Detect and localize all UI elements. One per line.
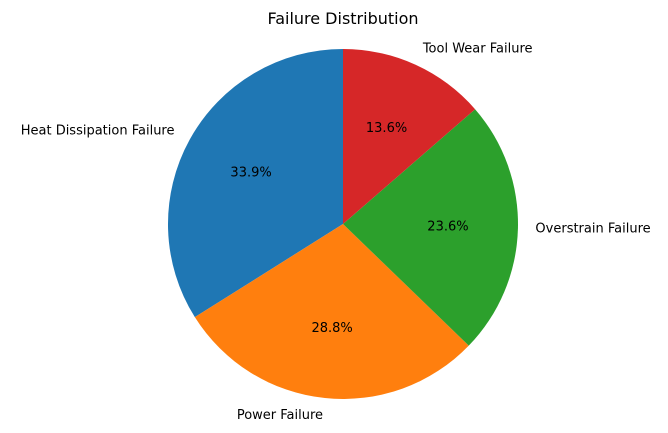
pie-slices <box>167 49 518 400</box>
chart-title: Failure Distribution <box>267 9 418 28</box>
pie-pct-label-2: 23.6% <box>427 219 468 234</box>
pie-category-label-2: Overstrain Failure <box>535 222 650 237</box>
pie-pct-label-3: 13.6% <box>366 121 407 136</box>
pie-category-label-3: Tool Wear Failure <box>422 41 533 56</box>
pie-category-label-0: Heat Dissipation Failure <box>21 123 175 138</box>
pie-slice-2 <box>343 109 518 346</box>
pie-pct-label-1: 28.8% <box>311 321 352 336</box>
pie-slice-3 <box>343 49 476 224</box>
pie-pct-label-0: 33.9% <box>230 166 271 181</box>
pie-slice-0 <box>167 49 343 318</box>
pie-labels: 33.9% Heat Dissipation Failure 28.8% Power … <box>21 41 651 423</box>
pie-slice-1 <box>194 224 469 400</box>
pie-category-label-1: Power Failure <box>237 408 323 423</box>
